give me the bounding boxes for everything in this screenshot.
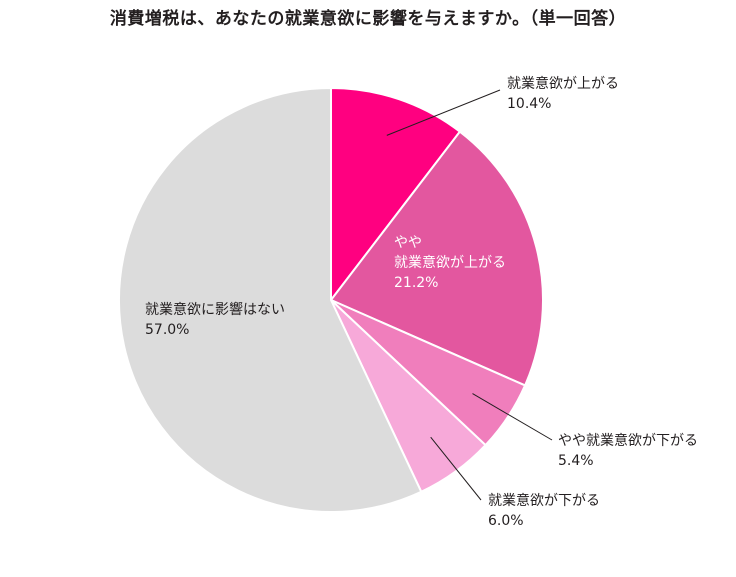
pie-slice — [118, 86, 423, 513]
slice-category-label: 就業意欲が下がる — [488, 492, 600, 509]
pie-slice — [330, 86, 462, 303]
slice-category-label: 就業意欲が上がる — [394, 254, 506, 271]
pie-slice — [329, 130, 544, 387]
chart-title: 消費増税は、あなたの就業意欲に影響を与えますか。（単一回答） — [109, 9, 627, 29]
leader-line — [386, 89, 501, 136]
slice-value-label: 10.4% — [507, 96, 551, 112]
slice-category-label: やや就業意欲が下がる — [558, 432, 698, 449]
slice-category-label: やや — [394, 235, 422, 251]
slice-value-label: 6.0% — [488, 513, 524, 529]
slice-value-label: 21.2% — [394, 275, 438, 291]
slice-category-label: 就業意欲に影響はない — [145, 301, 285, 318]
leader-line — [472, 393, 553, 441]
leader-line — [430, 436, 482, 501]
slice-value-label: 57.0% — [145, 322, 189, 338]
slice-value-label: 5.4% — [558, 453, 594, 469]
slice-category-label: 就業意欲が上がる — [507, 75, 619, 92]
